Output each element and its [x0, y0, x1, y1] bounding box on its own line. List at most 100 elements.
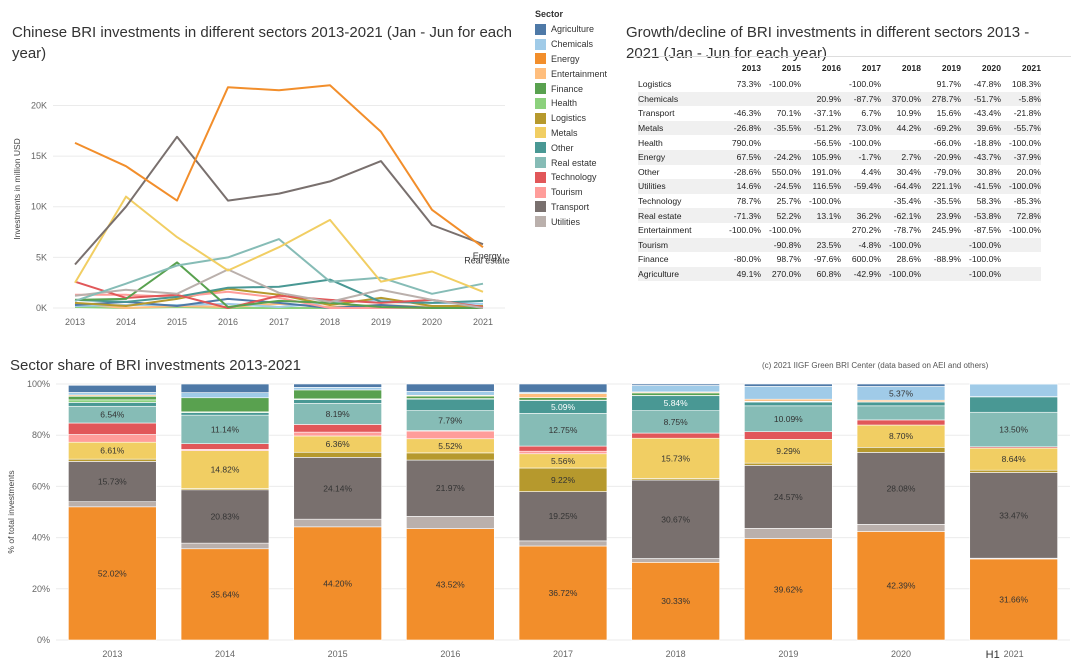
bar-segment-agriculture[interactable]	[856, 383, 946, 387]
bar-segment-real-estate[interactable]	[856, 405, 946, 421]
bar-segment-other[interactable]	[68, 402, 157, 407]
bar-segment-transport[interactable]	[856, 452, 946, 525]
bar-segment-agriculture[interactable]	[631, 383, 720, 386]
legend-item-agriculture[interactable]: Agriculture	[535, 22, 607, 37]
bar-segment-technology[interactable]	[744, 431, 833, 440]
legend-item-transport[interactable]: Transport	[535, 200, 607, 215]
bar-segment-agriculture[interactable]	[68, 385, 157, 393]
bar-segment-transport[interactable]	[68, 461, 157, 503]
bar-segment-utilities[interactable]	[744, 528, 833, 539]
bar-segment-other[interactable]	[293, 399, 382, 404]
bar-segment-energy[interactable]	[518, 545, 608, 641]
legend-item-technology[interactable]: Technology	[535, 170, 607, 185]
bar-segment-energy[interactable]	[406, 528, 495, 641]
bar-segment-transport[interactable]	[180, 489, 270, 544]
bar-segment-logistics[interactable]	[293, 451, 382, 458]
line-series-finance[interactable]	[74, 261, 483, 309]
bar-segment-chemicals[interactable]	[68, 392, 157, 396]
legend-item-finance[interactable]: Finance	[535, 81, 607, 96]
bar-segment-health[interactable]	[68, 399, 157, 403]
bar-segment-entertainment[interactable]	[744, 398, 833, 402]
bar-segment-utilities[interactable]	[180, 542, 270, 550]
bar-segment-utilities[interactable]	[293, 518, 382, 528]
bar-segment-agriculture[interactable]	[518, 383, 608, 393]
bar-segment-technology[interactable]	[180, 443, 270, 450]
bar-segment-tourism[interactable]	[293, 431, 382, 437]
legend-item-real-estate[interactable]: Real estate	[535, 155, 607, 170]
bar-segment-logistics[interactable]	[406, 452, 495, 461]
bar-segment-transport[interactable]	[293, 457, 382, 520]
legend-item-chemicals[interactable]: Chemicals	[535, 37, 607, 52]
bar-segment-logistics[interactable]	[856, 447, 946, 453]
bar-segment-technology[interactable]	[631, 432, 720, 439]
legend-item-energy[interactable]: Energy	[535, 52, 607, 67]
line-series-real-estate[interactable]	[74, 238, 484, 302]
legend-item-tourism[interactable]: Tourism	[535, 185, 607, 200]
bar-segment-energy[interactable]	[293, 526, 382, 641]
bar-segment-finance[interactable]	[631, 392, 720, 396]
line-series-energy[interactable]	[74, 84, 484, 249]
legend-item-entertainment[interactable]: Entertainment	[535, 66, 607, 81]
bar-segment-tourism[interactable]	[518, 450, 608, 455]
bar-segment-other[interactable]	[969, 396, 1058, 413]
bar-segment-transport[interactable]	[406, 459, 495, 517]
bar-segment-chemicals[interactable]	[293, 387, 382, 391]
bar-segment-finance[interactable]	[68, 395, 157, 401]
bar-segment-agriculture[interactable]	[293, 383, 382, 388]
bar-segment-agriculture[interactable]	[744, 383, 833, 387]
bar-segment-energy[interactable]	[631, 562, 720, 641]
bar-segment-chemicals[interactable]	[180, 392, 270, 399]
bar-segment-transport[interactable]	[631, 479, 720, 559]
bar-segment-transport[interactable]	[518, 491, 608, 542]
bar-segment-energy[interactable]	[744, 538, 833, 641]
bar-segment-finance[interactable]	[518, 397, 608, 401]
legend-item-utilities[interactable]: Utilities	[535, 214, 607, 229]
bar-segment-agriculture[interactable]	[406, 383, 495, 392]
bar-segment-chemicals[interactable]	[406, 391, 495, 396]
bar-segment-utilities[interactable]	[68, 501, 157, 508]
bar-segment-energy[interactable]	[68, 506, 157, 641]
legend-item-other[interactable]: Other	[535, 140, 607, 155]
legend-item-logistics[interactable]: Logistics	[535, 111, 607, 126]
bar-segment-real-estate[interactable]	[180, 414, 270, 444]
bar-segment-logistics[interactable]	[744, 462, 833, 466]
bar-segment-tourism[interactable]	[68, 434, 157, 443]
bar-segment-finance[interactable]	[293, 389, 382, 400]
bar-segment-energy[interactable]	[180, 548, 270, 641]
bar-segment-other[interactable]	[180, 412, 270, 416]
bar-segment-real-estate[interactable]	[744, 405, 833, 432]
bar-segment-other[interactable]	[856, 401, 946, 407]
line-series-other[interactable]	[74, 278, 484, 304]
bar-segment-finance[interactable]	[406, 395, 495, 399]
line-series-utilities[interactable]	[74, 268, 484, 309]
bar-segment-utilities[interactable]	[631, 558, 720, 563]
bar-segment-entertainment[interactable]	[518, 393, 608, 398]
bar-segment-technology[interactable]	[518, 445, 608, 452]
bar-segment-technology[interactable]	[856, 419, 946, 426]
bar-segment-energy[interactable]	[856, 531, 946, 641]
bar-segment-tourism[interactable]	[406, 430, 495, 440]
bar-segment-technology[interactable]	[68, 422, 157, 435]
bar-segment-real-estate[interactable]	[969, 411, 1058, 448]
bar-segment-utilities[interactable]	[856, 524, 946, 532]
bar-segment-logistics[interactable]	[969, 469, 1058, 473]
bar-segment-technology[interactable]	[293, 424, 382, 433]
legend-item-health[interactable]: Health	[535, 96, 607, 111]
bar-segment-energy[interactable]	[969, 558, 1058, 641]
bar-segment-other[interactable]	[406, 398, 495, 411]
bar-segment-finance[interactable]	[180, 397, 270, 413]
line-series-transport[interactable]	[74, 135, 484, 266]
bar-segment-agriculture[interactable]	[180, 383, 270, 393]
bar-segment-chemicals[interactable]	[631, 385, 720, 393]
line-series-technology[interactable]	[74, 280, 484, 309]
legend-item-metals[interactable]: Metals	[535, 126, 607, 141]
bar-segment-logistics[interactable]	[68, 458, 157, 462]
line-series-metals[interactable]	[74, 195, 484, 293]
bar-segment-utilities[interactable]	[406, 516, 495, 529]
bar-segment-transport[interactable]	[969, 472, 1058, 559]
bar-segment-metals[interactable]	[180, 450, 270, 489]
bar-segment-chemicals[interactable]	[744, 386, 833, 400]
bar-segment-chemicals[interactable]	[969, 383, 1058, 397]
bar-segment-other[interactable]	[744, 401, 833, 407]
bar-segment-utilities[interactable]	[518, 540, 608, 547]
